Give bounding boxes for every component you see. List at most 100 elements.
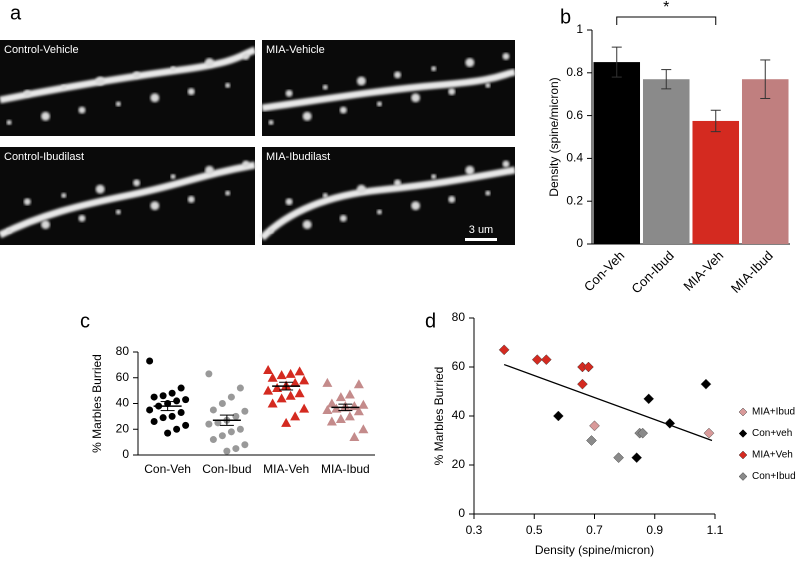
spine bbox=[302, 111, 312, 121]
data-point bbox=[577, 378, 588, 390]
data-point bbox=[643, 393, 655, 405]
y-tick-label: 0.2 bbox=[566, 193, 583, 207]
spine bbox=[170, 66, 176, 72]
spine bbox=[23, 198, 31, 206]
data-point bbox=[358, 399, 369, 409]
dendrite bbox=[0, 46, 257, 104]
spine bbox=[268, 228, 274, 234]
spine bbox=[268, 119, 274, 125]
spine bbox=[431, 174, 437, 180]
data-point bbox=[205, 420, 213, 428]
y-tick-label: 1 bbox=[576, 22, 583, 36]
spine bbox=[133, 71, 141, 79]
y-tick-label: 0 bbox=[122, 447, 129, 461]
spine bbox=[170, 174, 176, 180]
data-point bbox=[281, 417, 292, 427]
spine bbox=[502, 160, 510, 168]
spine bbox=[6, 228, 12, 234]
data-point bbox=[168, 389, 176, 397]
legend-label: MIA+Veh bbox=[752, 450, 793, 461]
y-tick-label: 0 bbox=[576, 236, 583, 250]
y-tick-label: 40 bbox=[452, 408, 466, 422]
data-point bbox=[613, 452, 624, 464]
data-point bbox=[631, 452, 643, 464]
y-tick-label: 0.4 bbox=[566, 151, 583, 165]
spine bbox=[465, 165, 475, 175]
data-point bbox=[267, 398, 278, 408]
bar bbox=[692, 120, 740, 244]
data-point bbox=[540, 354, 552, 366]
data-point bbox=[267, 372, 278, 382]
data-point bbox=[358, 424, 369, 434]
spine bbox=[225, 82, 231, 88]
x-tick-label: MIA-Veh bbox=[263, 462, 309, 476]
y-tick-label: 0.6 bbox=[566, 108, 583, 122]
y-axis-label: % Marbles Burried bbox=[90, 354, 104, 453]
data-point bbox=[182, 421, 190, 429]
spine bbox=[394, 179, 402, 187]
spine bbox=[376, 101, 382, 107]
spine bbox=[356, 184, 366, 194]
data-point bbox=[276, 393, 287, 403]
spine bbox=[41, 220, 51, 230]
panel-letter: b bbox=[560, 6, 571, 28]
micrograph-label: MIA-Ibudilast bbox=[266, 151, 330, 163]
trendline bbox=[503, 363, 713, 442]
significance-bracket bbox=[616, 16, 717, 25]
y-tick-label: 0 bbox=[458, 506, 465, 520]
data-point bbox=[146, 406, 154, 414]
spine bbox=[61, 84, 67, 90]
x-tick-label: 0.3 bbox=[466, 523, 483, 537]
data-point bbox=[664, 417, 676, 429]
data-point bbox=[700, 378, 712, 390]
data-point bbox=[294, 388, 305, 398]
x-axis-label: Density (spine/micron) bbox=[535, 543, 654, 557]
y-tick-label: 40 bbox=[116, 396, 130, 410]
micrograph-image bbox=[0, 40, 255, 136]
data-point bbox=[349, 431, 360, 441]
y-tick-label: 80 bbox=[116, 344, 130, 358]
spine bbox=[187, 88, 195, 96]
data-point bbox=[703, 427, 715, 439]
data-point bbox=[285, 390, 296, 400]
spine bbox=[339, 214, 347, 222]
data-point bbox=[285, 368, 296, 378]
spine bbox=[339, 106, 347, 114]
micrograph-label: Control-Ibudilast bbox=[4, 151, 84, 163]
spine bbox=[376, 209, 382, 215]
data-point bbox=[322, 377, 333, 387]
x-tick-label: 1.1 bbox=[707, 523, 724, 537]
data-point bbox=[236, 384, 244, 392]
bar bbox=[642, 79, 690, 244]
data-point bbox=[294, 366, 305, 376]
data-point bbox=[263, 365, 274, 375]
panel-letter: d bbox=[425, 310, 436, 332]
spine bbox=[78, 106, 86, 114]
dendrite bbox=[259, 166, 516, 241]
data-point bbox=[290, 411, 301, 421]
data-point bbox=[150, 393, 158, 401]
data-point bbox=[344, 389, 355, 399]
x-tick-label: Con-Ibud bbox=[628, 248, 676, 296]
spine bbox=[225, 190, 231, 196]
spine bbox=[431, 66, 437, 72]
data-point bbox=[276, 370, 287, 380]
x-tick-label: MIA-Veh bbox=[680, 248, 726, 294]
data-point bbox=[218, 432, 226, 440]
data-point bbox=[177, 384, 185, 392]
data-point bbox=[498, 344, 510, 356]
y-tick-label: 20 bbox=[116, 421, 130, 435]
data-point bbox=[583, 361, 594, 373]
spine bbox=[78, 214, 86, 222]
spine bbox=[115, 101, 121, 107]
data-point bbox=[299, 375, 310, 385]
x-tick-label: MIA-Ibud bbox=[321, 462, 370, 476]
data-point bbox=[173, 397, 181, 405]
micrograph-label: Control-Vehicle bbox=[4, 44, 79, 56]
significance-label: * bbox=[663, 0, 669, 16]
data-point bbox=[173, 425, 181, 433]
y-tick-label: 0.8 bbox=[566, 65, 583, 79]
spine bbox=[322, 84, 328, 90]
data-point bbox=[209, 406, 217, 414]
data-point bbox=[205, 370, 213, 378]
